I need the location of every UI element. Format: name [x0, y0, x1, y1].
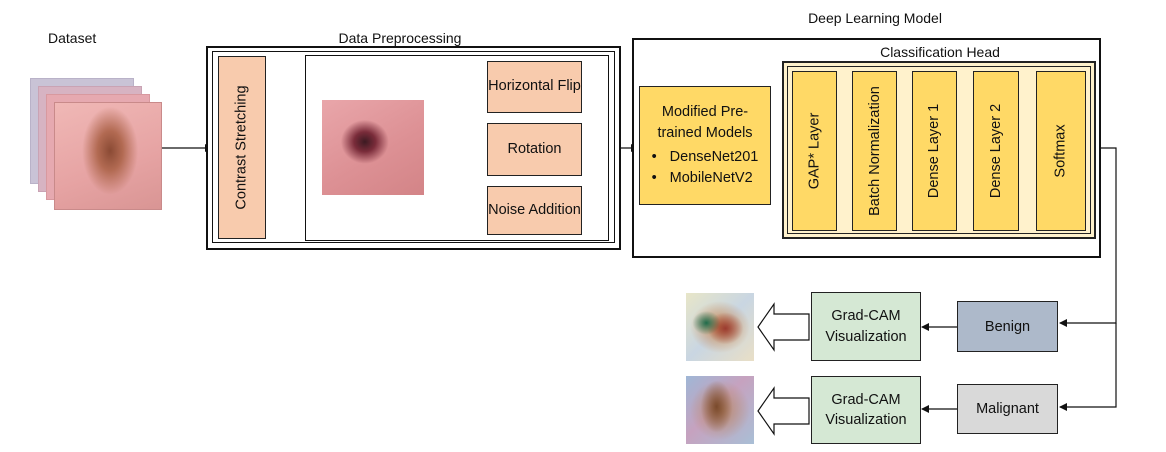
backbone-title: Modified Pre-trained Models	[657, 104, 753, 142]
gradcam-box-benign: Grad-CAM Visualization	[811, 292, 921, 361]
head-layer-label: Softmax	[1053, 124, 1069, 178]
gradcam-box-malignant: Grad-CAM Visualization	[811, 376, 921, 444]
classification-head-inner-frame	[787, 66, 1091, 234]
augmentation-horizontal-flip: Horizontal Flip	[487, 61, 582, 113]
augmentation-frame	[305, 55, 609, 241]
gradcam-heatmap-benign	[686, 293, 754, 361]
head-layer-label: GAP* Layer	[806, 112, 823, 190]
rotation-label: Rotation	[507, 140, 562, 157]
augmentation-rotation: Rotation	[487, 123, 582, 176]
head-layer-softmax: Softmax	[1036, 71, 1086, 231]
contrast-stretching-box: Contrast Stretching	[218, 56, 266, 239]
gradcam-heatmap-malignant	[686, 376, 754, 444]
gradcam-label: Grad-CAM Visualization	[825, 391, 907, 428]
head-layer-dense-2: Dense Layer 2	[973, 71, 1019, 231]
preprocessing-inner-frame	[212, 51, 615, 243]
horizontal-flip-label: Horizontal Flip	[488, 78, 581, 95]
augmentation-noise-addition: Noise Addition	[487, 186, 582, 235]
benign-class-box: Benign	[957, 301, 1058, 352]
preprocessing-title: Data Preprocessing	[338, 30, 462, 46]
contrast-stretching-label: Contrast Stretching	[233, 85, 250, 210]
malignant-label: Malignant	[976, 401, 1039, 417]
gradcam-label: Grad-CAM Visualization	[825, 308, 907, 345]
backbone-item: MobileNetV2	[652, 168, 759, 189]
classification-head-title: Classification Head	[880, 44, 1000, 60]
head-layer-label: Dense Layer 2	[988, 103, 1004, 199]
dataset-image-front	[54, 102, 162, 210]
dataset-image-stack	[30, 78, 162, 210]
benign-label: Benign	[984, 318, 1031, 335]
noise-addition-label: Noise Addition	[488, 201, 581, 218]
backbone-item: DenseNet201	[652, 147, 759, 168]
head-layer-label: Dense Layer 1	[926, 103, 943, 199]
lesion-image	[322, 100, 424, 195]
malignant-class-box: Malignant	[957, 384, 1058, 434]
backbone-list: DenseNet201 MobileNetV2	[652, 147, 759, 189]
dataset-label: Dataset	[48, 30, 97, 46]
head-layer-batch-normalization: Batch Normalization	[852, 71, 897, 231]
backbone-box: Modified Pre-trained Models DenseNet201 …	[639, 86, 771, 205]
head-layer-dense-1: Dense Layer 1	[912, 71, 957, 231]
head-layer-label: Batch Normalization	[866, 86, 883, 216]
model-title: Deep Learning Model	[808, 10, 942, 26]
head-layer-gap: GAP* Layer	[792, 71, 837, 231]
